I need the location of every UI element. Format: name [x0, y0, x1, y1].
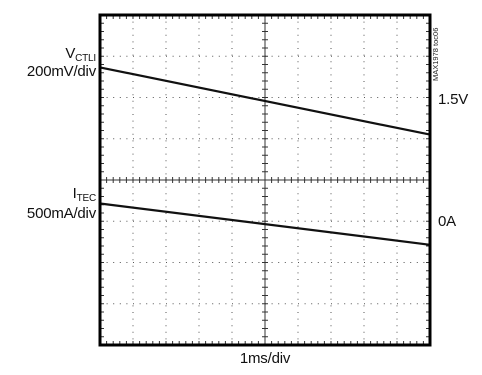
- channel-2-scale: 500mA/div: [26, 205, 96, 222]
- channel-2-level-label: 0A: [438, 213, 456, 230]
- plot-frame: [98, 13, 432, 347]
- channel-2-name: ITEC: [16, 185, 97, 204]
- graticule: [99, 14, 431, 346]
- channel-1-level-label: 1.5V: [438, 91, 469, 108]
- channel-1-name: VCTLI: [16, 45, 96, 64]
- figure-id-label: MAX1978 toc06: [431, 3, 441, 83]
- channel-1-name-main: V: [65, 45, 76, 62]
- channel-1-scale: 200mV/div: [26, 63, 96, 80]
- figure-id-text: MAX1978 toc06: [431, 27, 440, 81]
- traces: [98, 66, 432, 246]
- trace-channel-2: [98, 202, 432, 246]
- trace-channel-1: [98, 66, 432, 136]
- timebase-label: 1ms/div: [239, 350, 291, 367]
- channel-2-name-sub: TEC: [76, 193, 97, 204]
- channel-1-name-sub: CTLI: [75, 53, 96, 64]
- channel-2-name-main: I: [72, 185, 77, 202]
